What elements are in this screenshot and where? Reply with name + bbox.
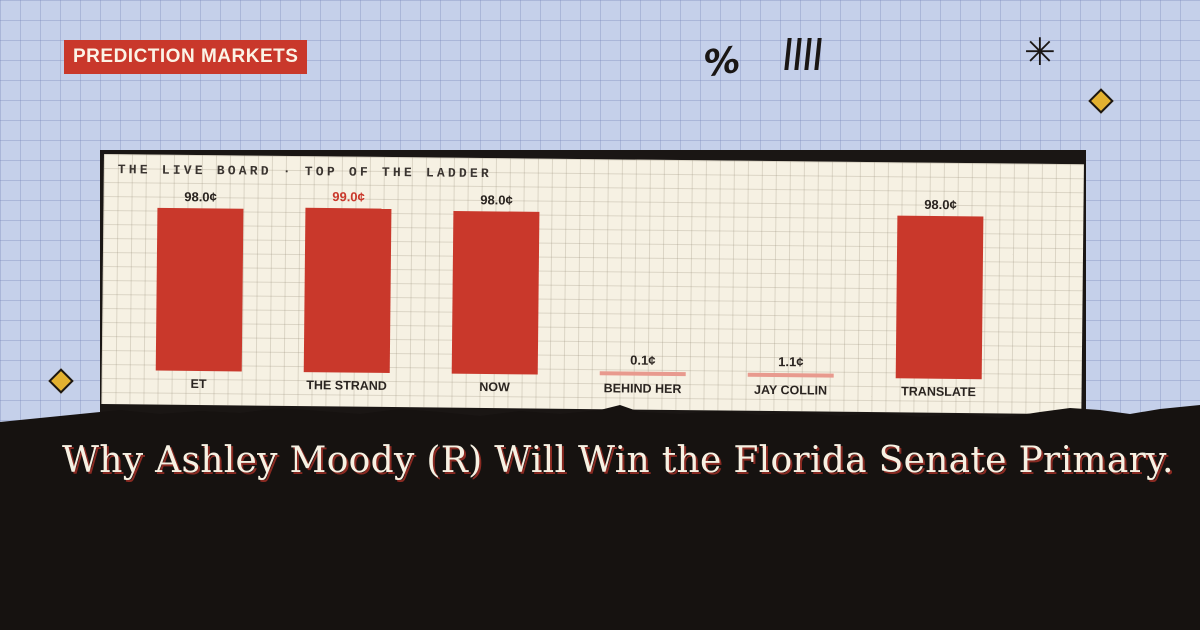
value-label: 1.1¢ <box>778 354 803 369</box>
live-board-chart: THE LIVE BOARD · TOP OF THE LADDER 98.0¢… <box>101 154 1084 415</box>
headline: Why Ashley Moody (R) Will Win the Florid… <box>62 440 1174 481</box>
bar-et <box>155 207 244 372</box>
category-label: BEHIND HER <box>604 381 682 396</box>
value-label: 98.0¢ <box>924 197 957 212</box>
bar-behind-her <box>599 371 686 377</box>
value-label: 99.0¢ <box>332 189 365 204</box>
bar-now <box>451 210 540 375</box>
category-label: JAY COLLIN <box>754 383 827 398</box>
value-label: 98.0¢ <box>184 189 217 204</box>
category-label: TRANSLATE <box>901 384 976 399</box>
category-label: ET <box>191 377 207 391</box>
value-label: 0.1¢ <box>630 353 655 368</box>
bar-jay-collin <box>747 372 834 378</box>
bar-translate <box>895 215 984 380</box>
bar-chart-svg: 98.0¢ ET 99.0¢ THE STRAND 98.0¢ NOW 0.1¢ BEHIND… <box>155 189 984 399</box>
category-label: THE STRAND <box>306 378 387 393</box>
category-badge: PREDICTION MARKETS <box>64 40 308 74</box>
asterisk-icon: ✳ <box>1024 30 1056 74</box>
value-label: 98.0¢ <box>480 192 513 207</box>
bar-the-strand <box>303 207 392 374</box>
category-label: NOW <box>479 380 510 394</box>
